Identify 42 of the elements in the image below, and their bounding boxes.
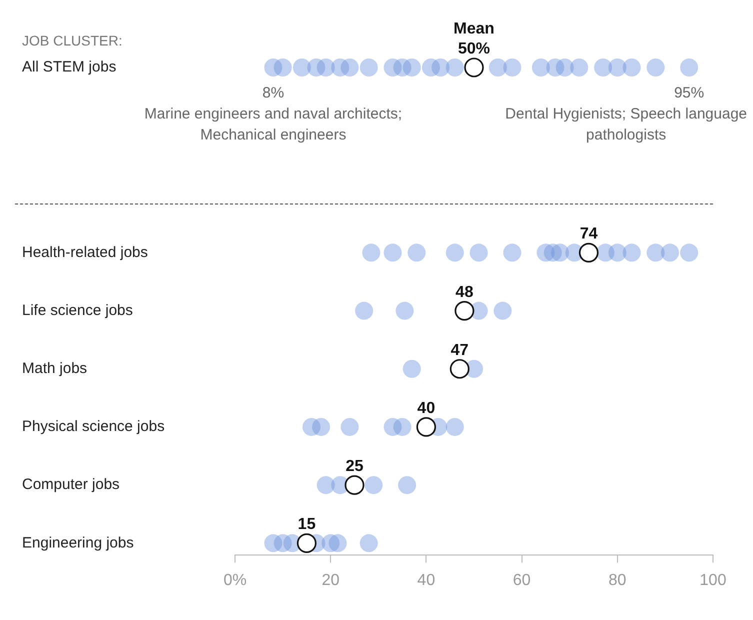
point: [274, 58, 292, 76]
point: [622, 58, 641, 76]
text: JOB CLUSTER:: [22, 32, 122, 48]
annotation: 95%: [674, 84, 704, 102]
point: [532, 58, 550, 76]
data-label: 47: [450, 342, 469, 359]
annotation: Marine engineers and naval architects; Mechanical engineers: [144, 106, 402, 144]
x-tick-label: 40: [417, 572, 436, 589]
data-label: 15: [298, 516, 316, 534]
x-tick-label: 0%: [223, 572, 247, 589]
point: [646, 58, 665, 76]
y-tick-label: Physical science jobs: [22, 418, 165, 436]
y-tick-label: Life science jobs: [22, 302, 133, 319]
point: [360, 58, 378, 76]
point: [432, 58, 450, 76]
data-label: 48: [456, 284, 474, 301]
y-tick-label: Engineering jobs: [22, 534, 134, 552]
annotation: Dental Hygienists; Speech language pathologists: [505, 106, 747, 144]
data-label: 40: [417, 400, 436, 417]
x-tick-label: 80: [608, 572, 626, 589]
point: [464, 58, 484, 78]
y-tick-label: Computer jobs: [22, 476, 120, 494]
point: [488, 58, 507, 76]
x-tick-label: 100: [700, 572, 726, 589]
x-tick-label: 60: [512, 572, 531, 589]
annotation: 8%: [262, 84, 284, 102]
y-tick-label: All STEM jobs: [22, 58, 116, 76]
x-tick-label: 20: [322, 572, 340, 589]
point: [570, 58, 588, 76]
data-label: Mean 50%: [454, 20, 494, 58]
point: [608, 58, 626, 76]
point: [446, 58, 464, 76]
point: [503, 58, 522, 76]
data-label: 74: [580, 226, 598, 243]
point: [680, 58, 698, 76]
point: [594, 58, 612, 76]
y-tick-label: Math jobs: [22, 360, 88, 378]
y-tick-label: Health-related jobs: [22, 244, 148, 261]
point: [402, 58, 421, 76]
data-label: 25: [346, 458, 364, 476]
point: [292, 58, 311, 76]
point: [340, 58, 359, 76]
